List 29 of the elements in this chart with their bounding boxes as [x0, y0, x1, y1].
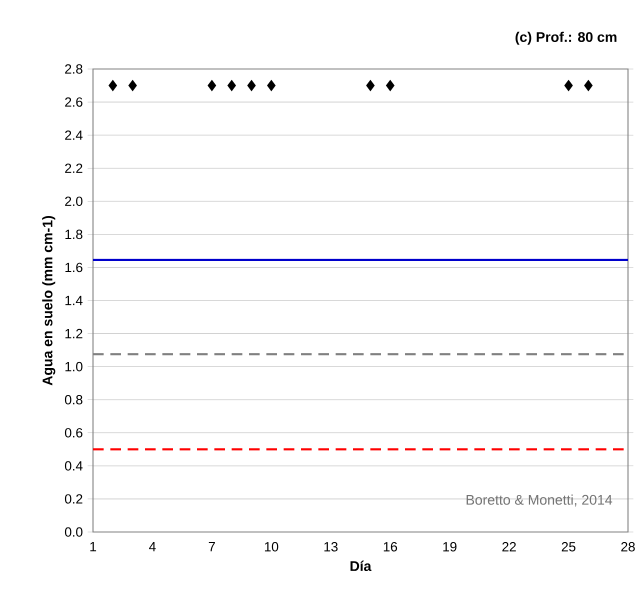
x-tick-label: 13: [324, 542, 338, 552]
y-tick-label: 1.6: [65, 262, 82, 272]
y-tick-label: 2.8: [65, 64, 82, 74]
x-tick-label: 4: [149, 542, 156, 552]
x-axis-title: Día: [350, 560, 372, 572]
x-tick-label: 22: [502, 542, 516, 552]
y-tick-label: 1.2: [65, 328, 82, 338]
y-tick-label: 1.4: [65, 296, 83, 306]
x-tick-label: 16: [384, 542, 398, 552]
y-tick-label: 0.2: [64, 494, 82, 504]
y-tick-label: 1.0: [65, 362, 82, 372]
y-tick-label: 2.6: [65, 97, 82, 107]
y-tick-label: 0.4: [64, 461, 83, 471]
chart-title: (c) Prof.: 80 cm: [516, 32, 616, 45]
y-tick-label: 0.0: [64, 527, 82, 537]
y-tick-label: 1.8: [65, 230, 82, 240]
y-tick-label: 2.0: [65, 196, 82, 206]
y-tick-label: 2.2: [65, 164, 82, 173]
y-axis-title: Agua en suelo (mm cm-1): [42, 216, 56, 386]
x-tick-label: 19: [443, 542, 456, 552]
annotation: Boretto & Monetti, 2014: [466, 494, 612, 506]
y-tick-label: 2.4: [65, 130, 83, 140]
x-tick-label: 10: [264, 542, 278, 552]
y-tick-label: 0.8: [64, 395, 82, 404]
y-tick-label: 0.6: [64, 428, 82, 438]
x-tick-label: 28: [621, 542, 635, 552]
x-tick-label: 7: [208, 542, 215, 552]
x-tick-label: 1: [90, 542, 96, 552]
x-tick-label: 25: [562, 542, 576, 552]
